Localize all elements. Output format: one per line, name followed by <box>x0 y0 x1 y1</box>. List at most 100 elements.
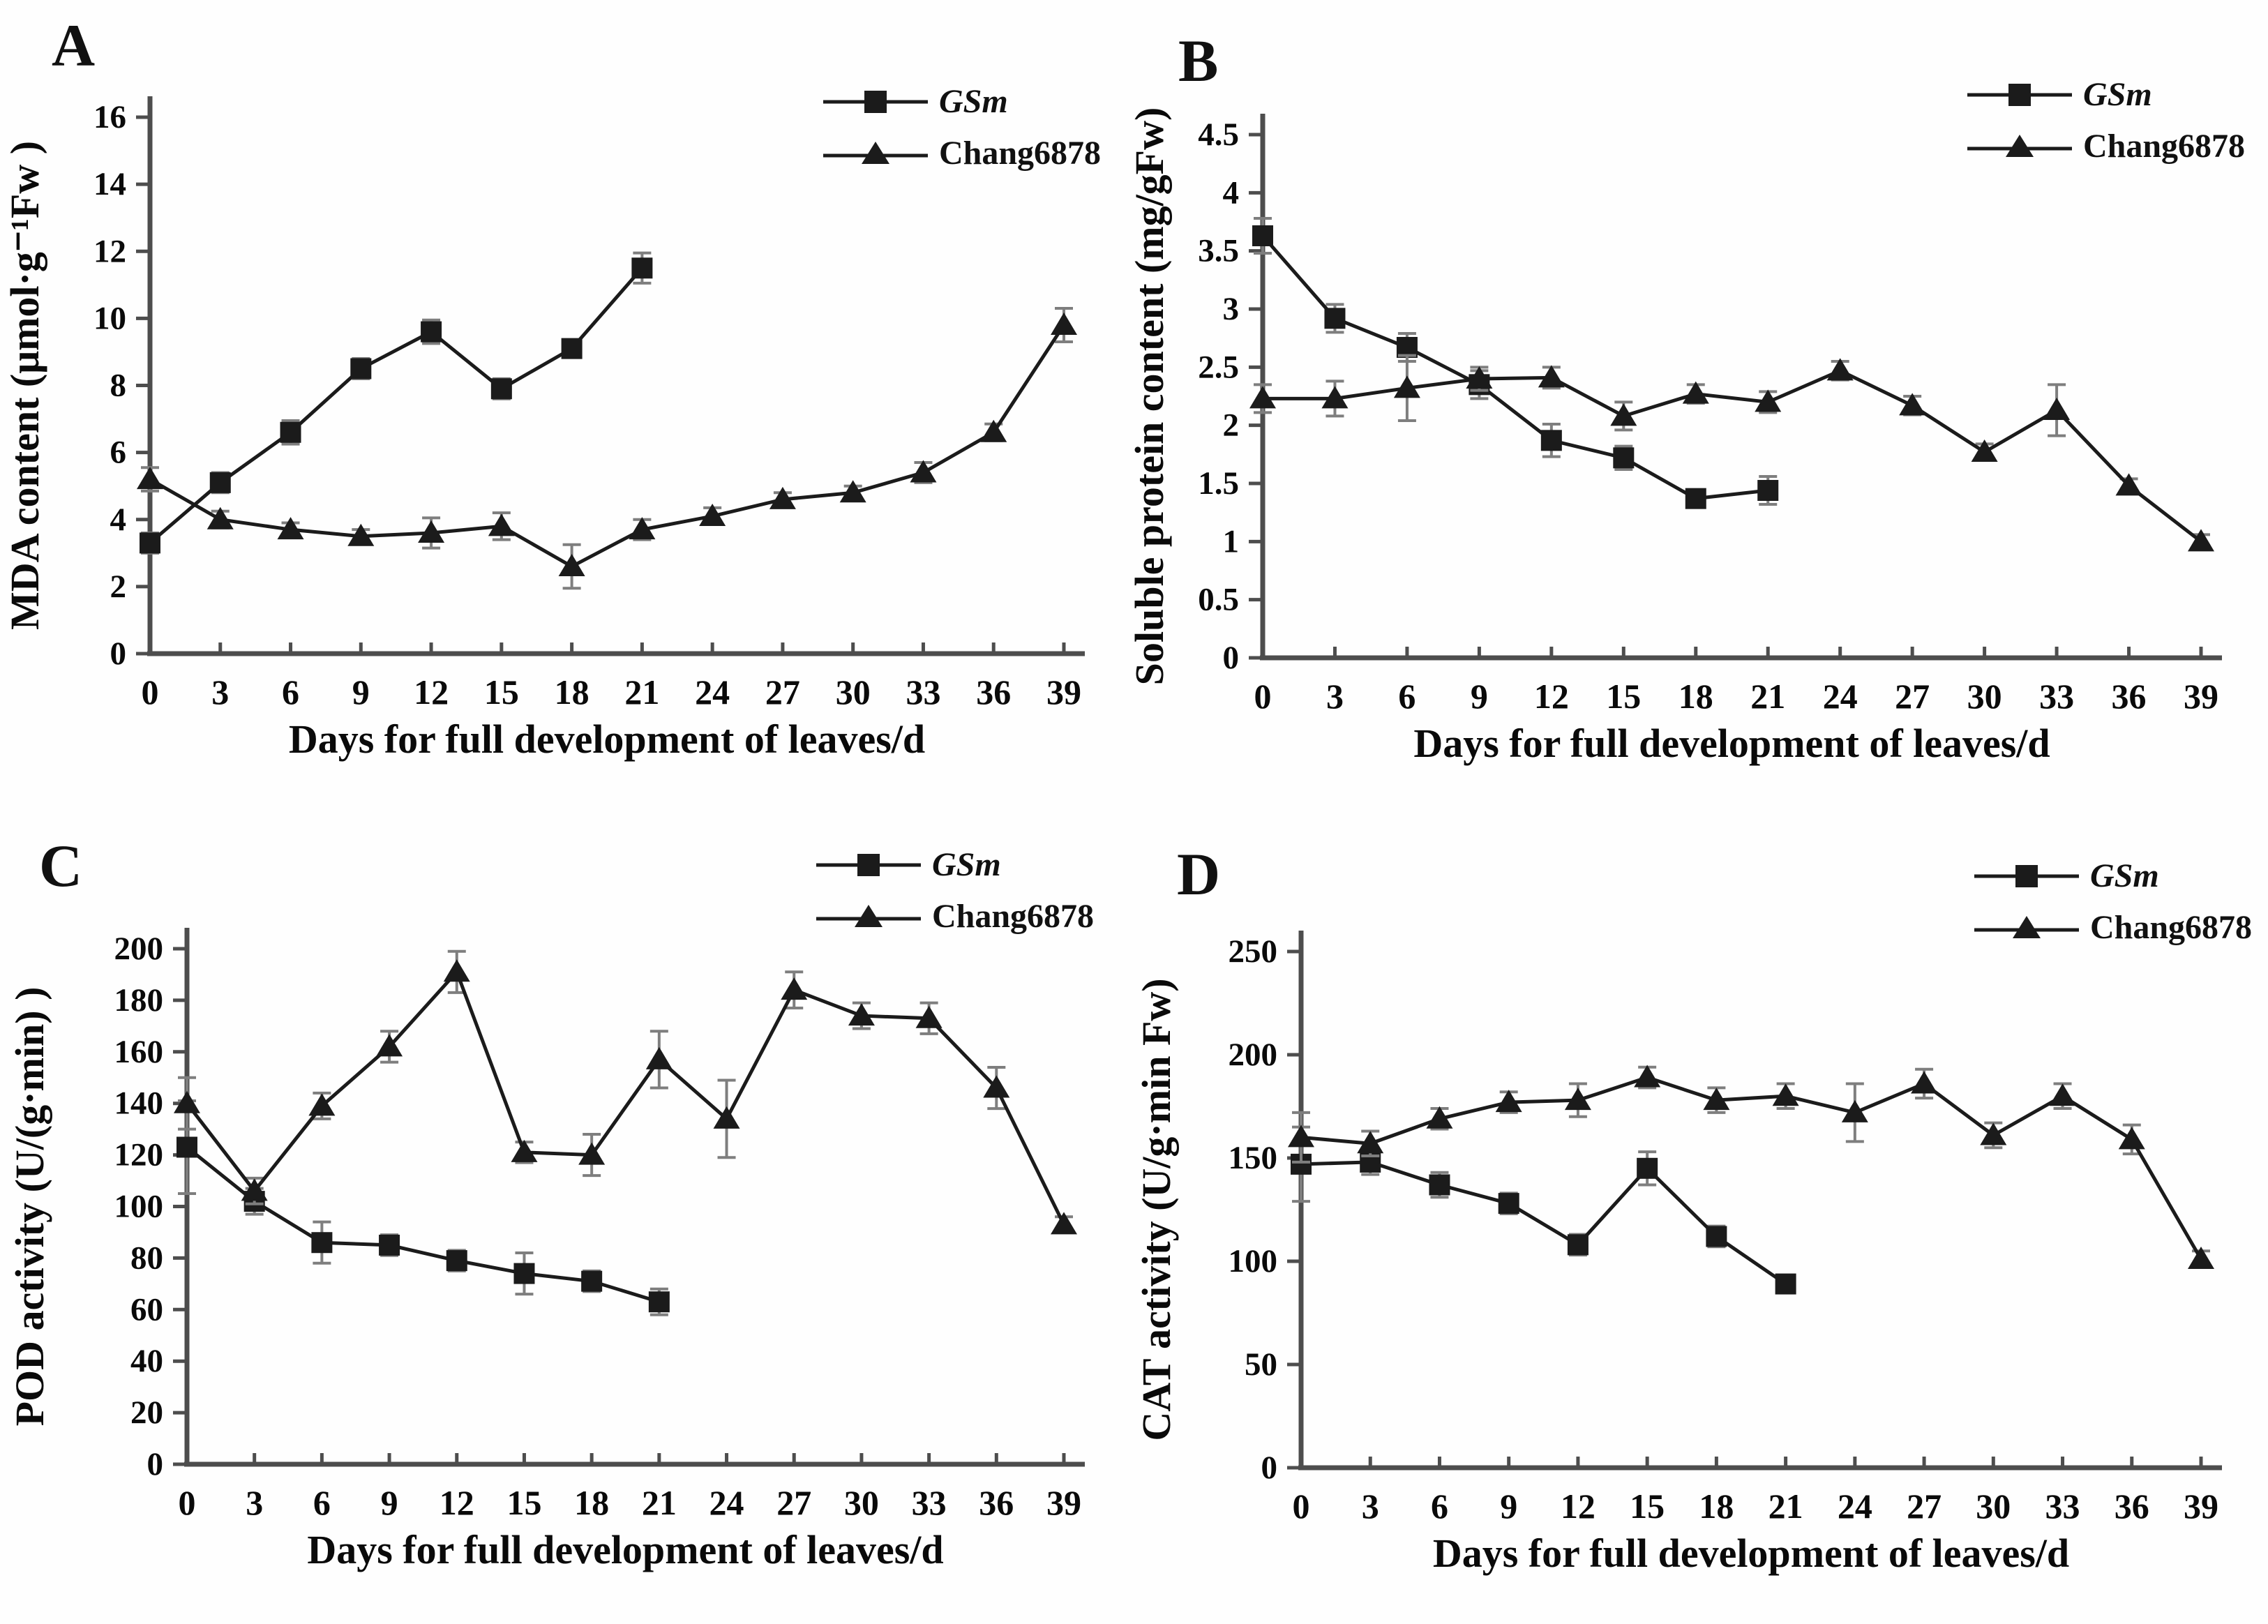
y-tick-label: 40 <box>130 1343 163 1379</box>
square-marker <box>1429 1174 1450 1196</box>
square-marker <box>1637 1157 1658 1179</box>
x-tick-label: 9 <box>1500 1487 1517 1526</box>
legend-item-gsm: GSm <box>816 848 1001 882</box>
legend-label-gsm: GSm <box>932 846 1001 883</box>
triangle-marker <box>1495 1090 1522 1113</box>
square-marker <box>1567 1234 1589 1256</box>
series-line-chang6878 <box>186 968 1066 1226</box>
series-line-gsm <box>1261 234 1768 501</box>
x-tick-label: 21 <box>1750 677 1785 716</box>
square-marker <box>1613 447 1635 469</box>
triangle-marker <box>1703 1088 1730 1111</box>
y-tick-label: 4 <box>1223 174 1240 211</box>
y-tick-label: 14 <box>93 166 126 202</box>
square-marker <box>1324 308 1346 329</box>
triangle-marker <box>1899 393 1926 416</box>
x-tick-label: 0 <box>1254 677 1272 716</box>
y-tick-label: 0 <box>1261 1450 1278 1486</box>
y-tick-label: 120 <box>114 1137 164 1173</box>
triangle-marker <box>488 513 515 536</box>
triangle-marker <box>558 554 585 577</box>
triangle-marker <box>910 460 937 483</box>
y-tick-label: 200 <box>1229 1037 1278 1073</box>
triangle-marker <box>629 517 656 540</box>
triangle-marker-icon <box>816 905 921 927</box>
x-tick-label: 3 <box>211 672 229 712</box>
square-marker <box>1498 1193 1519 1215</box>
square-marker <box>446 1250 467 1272</box>
y-tick-label: 3 <box>1223 291 1240 327</box>
square-marker-icon <box>823 91 928 113</box>
triangle-marker <box>1288 1125 1314 1148</box>
x-tick-label: 27 <box>765 672 800 712</box>
legend-label-gsm: GSm <box>2090 857 2159 894</box>
triangle-marker <box>839 480 866 503</box>
square-marker <box>379 1234 400 1256</box>
y-tick-label: 1 <box>1223 523 1240 559</box>
x-tick-label: 24 <box>1838 1487 1872 1526</box>
x-tick-label: 0 <box>142 672 159 712</box>
x-tick-label: 3 <box>246 1483 263 1522</box>
legend-label-chang6878: Chang6878 <box>2083 128 2246 165</box>
x-axis-title: Days for full development of leaves/d <box>307 1527 943 1572</box>
square-marker-icon <box>1967 84 2072 106</box>
triangle-marker <box>1826 358 1854 381</box>
legend-label-gsm: GSm <box>939 83 1008 120</box>
triangle-marker <box>1971 439 1998 462</box>
x-tick-label: 36 <box>2115 1487 2149 1526</box>
triangle-marker <box>1249 386 1276 409</box>
triangle-marker <box>578 1142 606 1165</box>
y-tick-label: 4 <box>110 502 127 538</box>
x-tick-label: 27 <box>1907 1487 1942 1526</box>
legend-item-chang6878: Chang6878 <box>823 137 1101 170</box>
triangle-marker <box>1682 381 1709 404</box>
panel-letter-b: B <box>1178 27 1219 94</box>
square-marker <box>581 1270 603 1292</box>
y-tick-label: 2.5 <box>1198 349 1239 385</box>
y-tick-label: 0 <box>110 636 127 672</box>
x-tick-label: 15 <box>1606 677 1641 716</box>
triangle-marker <box>848 1003 875 1026</box>
y-axis-title: Soluble protein content (mg/gFw) <box>1134 107 1172 686</box>
x-tick-label: 36 <box>2112 677 2147 716</box>
triangle-marker <box>1357 1131 1384 1154</box>
legend-item-gsm: GSm <box>823 85 1008 119</box>
panel-b: 0 0.5 1 1.5 2 2.5 3 3.5 4 4.5 0 3 6 9 12 15 18 21 24 27 30 33… <box>1134 0 2268 812</box>
legend-label-chang6878: Chang6878 <box>939 135 1102 172</box>
triangle-marker <box>769 486 796 509</box>
square-marker <box>1540 430 1562 451</box>
panel-d: 0 50 100 150 200 250 0 3 6 9 12 15 18 21 24 27 30 33 36 39 D… <box>1134 812 2268 1624</box>
legend-item-chang6878: Chang6878 <box>1974 911 2252 945</box>
series-line-gsm <box>1300 1160 1787 1286</box>
x-tick-label: 9 <box>352 672 370 712</box>
triangle-marker <box>1980 1122 2007 1145</box>
legend-d: GSm Chang6878 <box>1974 859 2252 945</box>
square-marker <box>421 321 442 343</box>
y-tick-label: 3.5 <box>1198 233 1239 269</box>
triangle-marker-icon <box>823 142 928 164</box>
panel-letter-a: A <box>52 12 96 79</box>
x-tick-label: 12 <box>440 1483 474 1522</box>
x-tick-label: 39 <box>2184 1487 2218 1526</box>
x-tick-label: 18 <box>1699 1487 1734 1526</box>
x-tick-label: 39 <box>1046 672 1081 712</box>
y-tick-label: 200 <box>114 931 164 967</box>
series-line-gsm <box>186 1145 660 1304</box>
legend-label-chang6878: Chang6878 <box>932 898 1095 935</box>
panel-a: 0 2 4 6 8 10 12 14 16 0 3 6 9 12 15 18 21 24 27 30 33 36 39 Day… <box>0 0 1134 812</box>
square-marker <box>1252 225 1273 246</box>
y-tick-label: 2 <box>110 569 127 605</box>
x-axis-title: Days for full development of leaves/d <box>1433 1531 2069 1576</box>
triangle-marker <box>2115 473 2142 496</box>
x-tick-label: 15 <box>484 672 519 712</box>
y-tick-label: 4.5 <box>1198 116 1239 153</box>
y-tick-label: 1.5 <box>1198 465 1239 502</box>
y-axis-title: POD activity (U/(g·min) ) <box>7 987 52 1427</box>
triangle-marker <box>206 506 234 529</box>
y-tick-label: 60 <box>130 1291 163 1328</box>
y-tick-label: 20 <box>130 1394 163 1431</box>
x-tick-label: 15 <box>506 1483 541 1522</box>
x-tick-label: 12 <box>1561 1487 1595 1526</box>
